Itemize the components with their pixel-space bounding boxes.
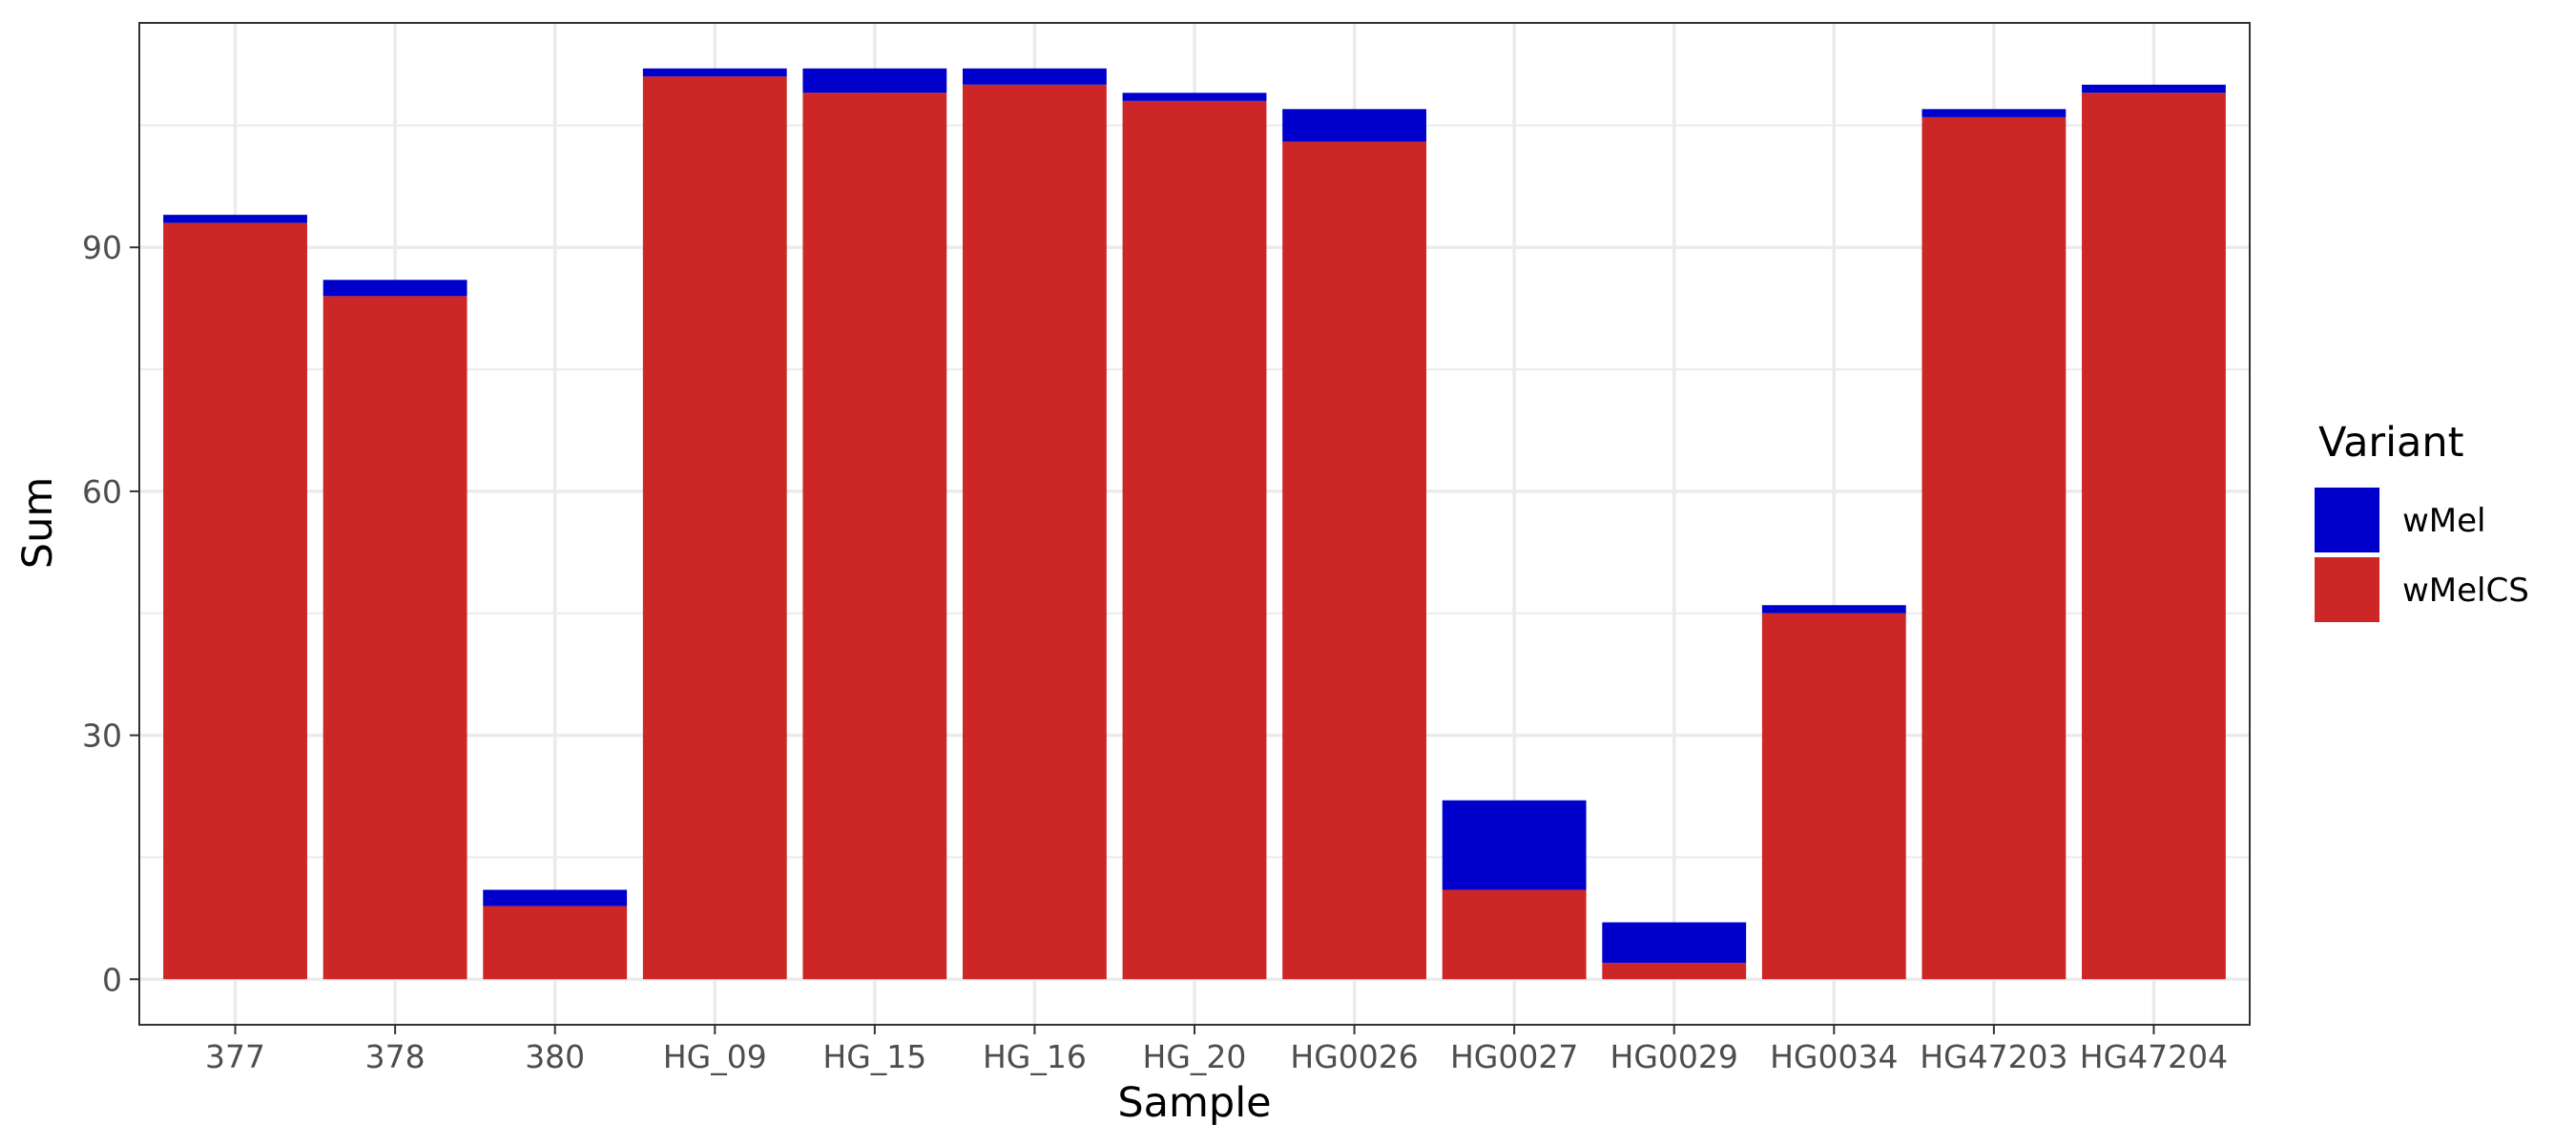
bar-wMelCS-378 bbox=[322, 296, 467, 980]
bar-wMelCS-377 bbox=[163, 222, 307, 980]
x-tick-label: HG_16 bbox=[983, 1038, 1087, 1075]
bar-wMel-HG0029 bbox=[1602, 922, 1747, 964]
x-tick-label: HG_09 bbox=[663, 1038, 767, 1075]
y-axis-title: Sum bbox=[14, 477, 62, 569]
y-tick-label: 60 bbox=[82, 473, 122, 510]
legend-title: Variant bbox=[2318, 419, 2464, 467]
legend-label-wMel: wMel bbox=[2402, 502, 2486, 540]
bar-wMel-HG47203 bbox=[1922, 109, 2067, 117]
x-tick-label: HG_20 bbox=[1143, 1038, 1247, 1075]
bar-wMelCS-HG_16 bbox=[963, 84, 1107, 980]
x-tick-label: HG0026 bbox=[1290, 1038, 1418, 1075]
bar-wMelCS-HG0029 bbox=[1602, 963, 1747, 980]
bar-wMelCS-HG47203 bbox=[1922, 116, 2067, 980]
bar-wMelCS-380 bbox=[483, 906, 628, 980]
x-tick-label: 380 bbox=[525, 1038, 585, 1075]
bar-wMel-HG0034 bbox=[1761, 605, 1906, 614]
y-tick-label: 0 bbox=[102, 961, 122, 998]
bar-wMelCS-HG0027 bbox=[1442, 889, 1587, 980]
bar-wMel-HG0026 bbox=[1282, 109, 1426, 142]
legend-entries: wMel wMelCS bbox=[2315, 488, 2529, 622]
bar-wMel-HG_16 bbox=[963, 68, 1107, 85]
x-tick-label: 377 bbox=[205, 1038, 265, 1075]
bar-wMel-HG0027 bbox=[1442, 800, 1587, 890]
y-tick-label: 30 bbox=[82, 718, 122, 755]
legend-key-wMel bbox=[2315, 488, 2379, 552]
x-tick-label: 378 bbox=[365, 1038, 426, 1075]
bar-wMelCS-HG_09 bbox=[642, 76, 787, 980]
x-tick-label: HG47204 bbox=[2080, 1038, 2228, 1075]
x-axis-title: Sample bbox=[1117, 1079, 1271, 1127]
x-tick-label: HG47203 bbox=[1920, 1038, 2067, 1075]
bar-wMel-378 bbox=[322, 280, 467, 297]
x-tick-label: HG_15 bbox=[822, 1038, 926, 1075]
y-tick-label: 90 bbox=[82, 229, 122, 266]
bar-wMel-HG_09 bbox=[642, 68, 787, 77]
bar-wMelCS-HG0034 bbox=[1761, 613, 1906, 980]
y-axis: 0 30 60 90 bbox=[82, 229, 139, 998]
bars bbox=[163, 68, 2226, 980]
bar-wMelCS-HG_15 bbox=[802, 93, 947, 980]
x-tick-label: HG0027 bbox=[1450, 1038, 1578, 1075]
bar-wMelCS-HG_20 bbox=[1122, 100, 1267, 980]
x-axis: 377 378 380 HG_09 HG_15 HG_16 HG_20 HG0026 HG002… bbox=[205, 1025, 2228, 1075]
x-tick-label: HG0034 bbox=[1770, 1038, 1898, 1075]
legend: Variant wMel wMelCS bbox=[2315, 419, 2529, 622]
bar-wMelCS-HG47204 bbox=[2082, 93, 2226, 980]
bar-wMel-HG47204 bbox=[2082, 84, 2226, 94]
bar-wMel-HG_20 bbox=[1122, 93, 1267, 101]
legend-key-wMelCS bbox=[2315, 557, 2379, 622]
bar-wMelCS-HG0026 bbox=[1282, 141, 1426, 980]
legend-label-wMelCS: wMelCS bbox=[2402, 572, 2529, 610]
bar-wMel-377 bbox=[163, 215, 307, 223]
bar-wMel-HG_15 bbox=[802, 68, 947, 94]
x-tick-label: HG0029 bbox=[1610, 1038, 1738, 1075]
bar-wMel-380 bbox=[483, 889, 628, 906]
